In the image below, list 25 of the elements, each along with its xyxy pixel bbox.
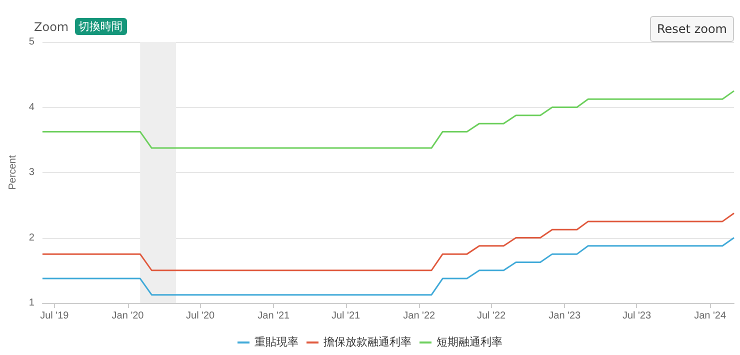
x-tick-label: Jul '22 — [476, 310, 506, 322]
x-tick-label: Jan '22 — [403, 310, 436, 322]
x-tick-label: Jul '23 — [622, 310, 652, 322]
line-series — [42, 90, 735, 149]
x-tick-label: Jan '23 — [548, 310, 582, 322]
y-tick-label: 3 — [28, 167, 35, 178]
line-series — [42, 212, 735, 272]
line-series — [42, 237, 735, 296]
x-tick-label: Jan '21 — [258, 310, 290, 322]
y-tick-label: 2 — [28, 232, 35, 244]
time-toggle-button: 切換時間 — [74, 18, 127, 35]
x-tick-label: Jul '21 — [331, 310, 361, 322]
y-tick-label: 1 — [28, 298, 35, 308]
text: Zoom — [34, 20, 69, 34]
x-tick-label: Jan '24 — [694, 310, 726, 322]
legend-label: 重貼現率 — [254, 336, 298, 348]
y-tick-label: 5 — [28, 36, 35, 48]
legend-label: 短期融通利率 — [436, 336, 502, 348]
reset-zoom-button: Reset zoom — [650, 16, 734, 42]
y-axis-title: Percent — [8, 155, 18, 190]
legend-label: 擔保放款融通利率 — [324, 336, 412, 348]
x-tick-label: Jul '20 — [186, 310, 216, 322]
y-tick-label: 4 — [28, 102, 35, 113]
x-tick-label: Jan '20 — [112, 310, 144, 322]
x-tick-label: Jul '19 — [40, 310, 70, 322]
